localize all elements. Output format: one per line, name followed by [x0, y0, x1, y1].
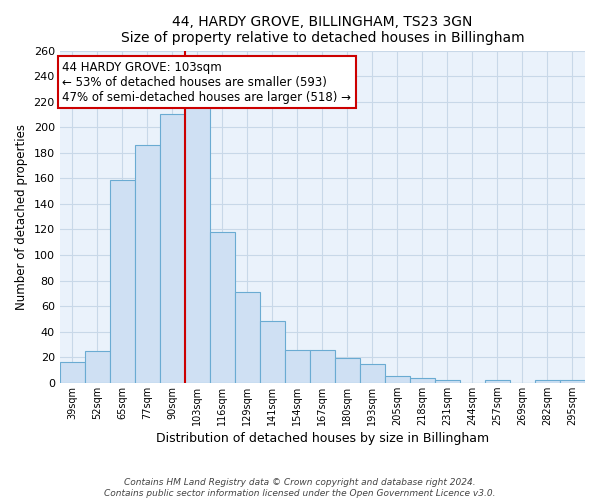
Y-axis label: Number of detached properties: Number of detached properties: [15, 124, 28, 310]
Bar: [185, 104, 210, 383]
Bar: [560, 380, 585, 383]
Bar: [360, 364, 385, 383]
Bar: [385, 376, 410, 383]
Text: Contains HM Land Registry data © Crown copyright and database right 2024.
Contai: Contains HM Land Registry data © Crown c…: [104, 478, 496, 498]
Bar: [435, 380, 460, 383]
Bar: [160, 114, 185, 383]
Bar: [260, 322, 285, 383]
Bar: [535, 380, 560, 383]
Text: 44 HARDY GROVE: 103sqm
← 53% of detached houses are smaller (593)
47% of semi-de: 44 HARDY GROVE: 103sqm ← 53% of detached…: [62, 60, 351, 104]
Bar: [310, 350, 335, 383]
Bar: [110, 180, 135, 383]
Bar: [410, 378, 435, 383]
Bar: [85, 351, 110, 383]
Bar: [135, 145, 160, 383]
Bar: [235, 292, 260, 383]
Bar: [485, 380, 510, 383]
X-axis label: Distribution of detached houses by size in Billingham: Distribution of detached houses by size …: [156, 432, 489, 445]
Title: 44, HARDY GROVE, BILLINGHAM, TS23 3GN
Size of property relative to detached hous: 44, HARDY GROVE, BILLINGHAM, TS23 3GN Si…: [121, 15, 524, 45]
Bar: [335, 358, 360, 383]
Bar: [210, 232, 235, 383]
Bar: [285, 350, 310, 383]
Bar: [59, 362, 85, 383]
